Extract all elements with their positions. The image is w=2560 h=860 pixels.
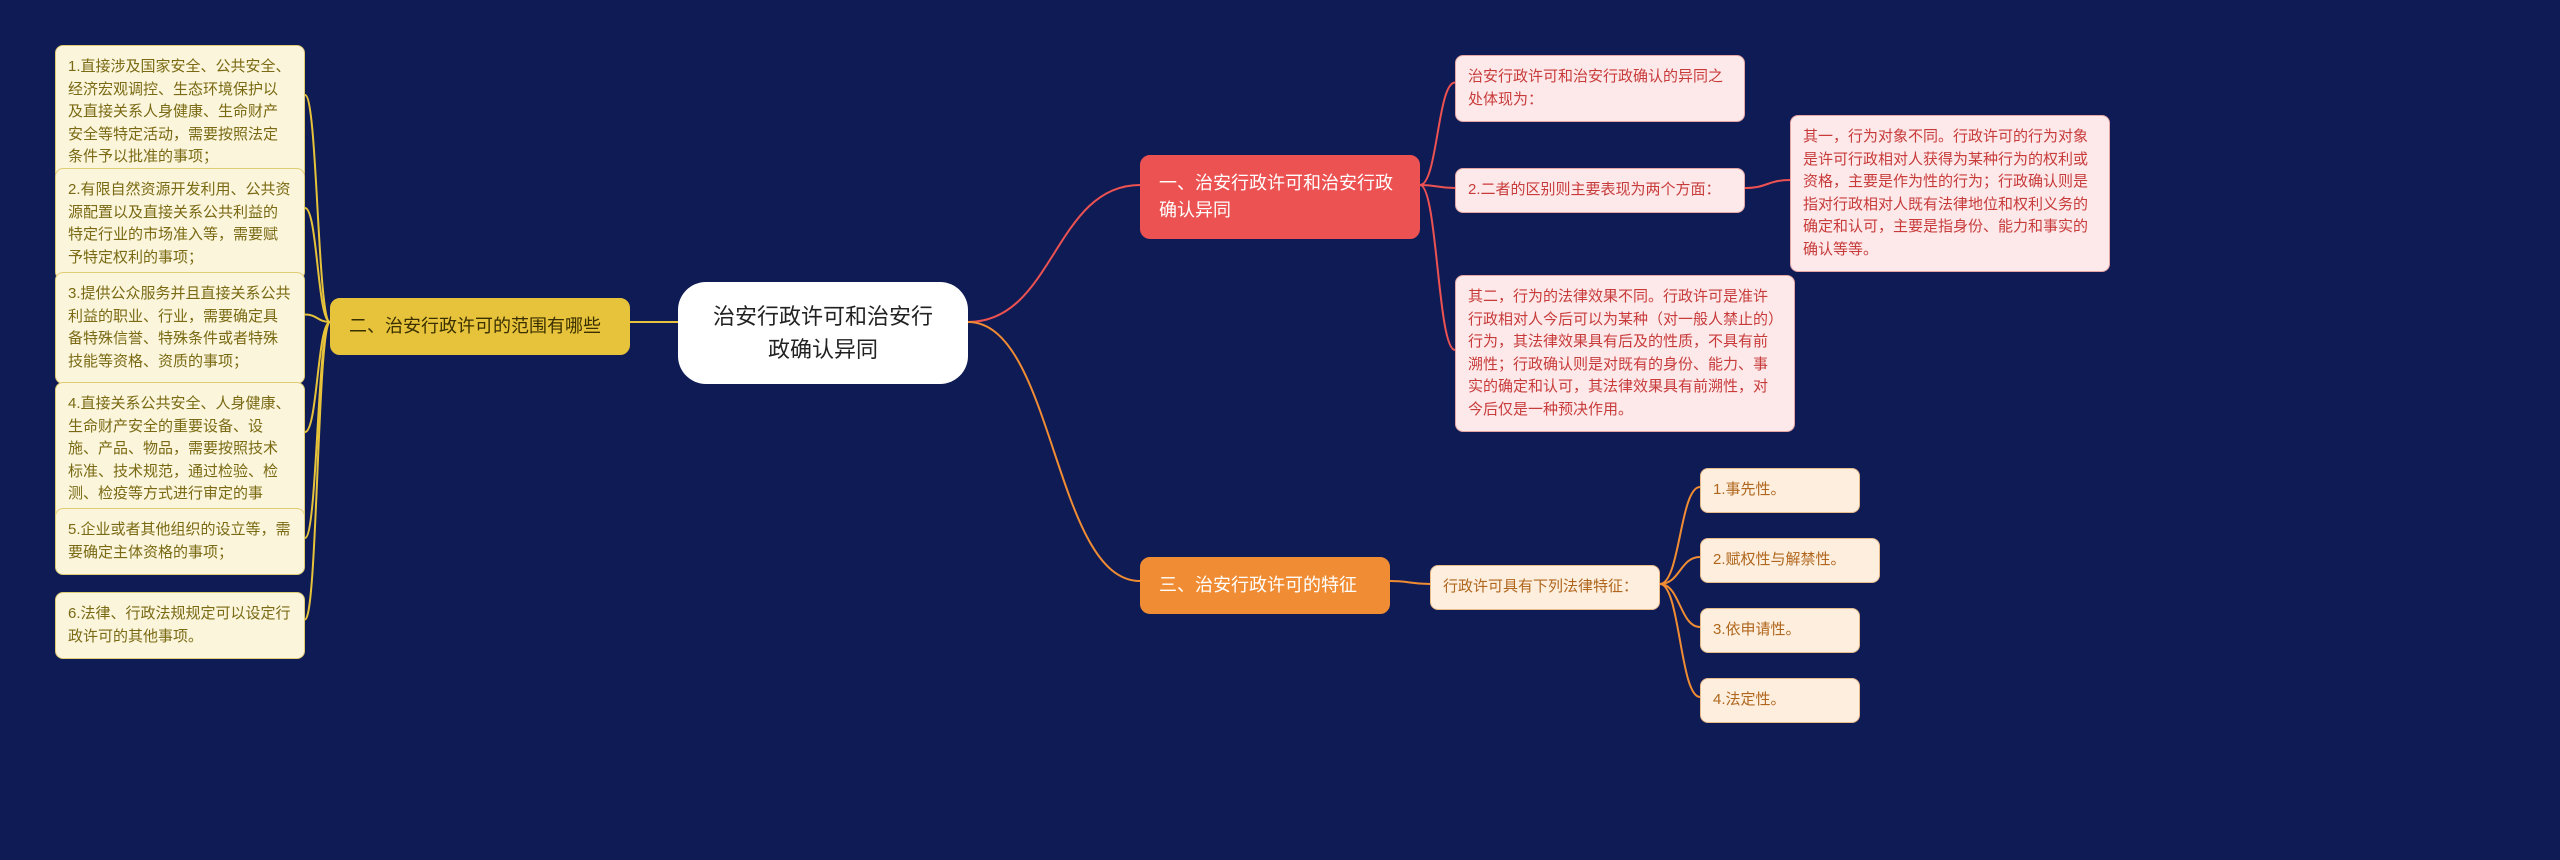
- branch-1[interactable]: 一、治安行政许可和治安行政确认异同: [1140, 155, 1420, 239]
- branch-2-leaf-6[interactable]: 6.法律、行政法规规定可以设定行政许可的其他事项。: [55, 592, 305, 659]
- branch-3-child-1[interactable]: 行政许可具有下列法律特征：: [1430, 565, 1660, 610]
- branch-2-leaf-1[interactable]: 1.直接涉及国家安全、公共安全、经济宏观调控、生态环境保护以及直接关系人身健康、…: [55, 45, 305, 180]
- mindmap-canvas: 治安行政许可和治安行政确认异同 一、治安行政许可和治安行政确认异同 治安行政许可…: [0, 0, 2560, 860]
- branch-3-leaf-2[interactable]: 2.赋权性与解禁性。: [1700, 538, 1880, 583]
- branch-2[interactable]: 二、治安行政许可的范围有哪些: [330, 298, 630, 355]
- branch-3[interactable]: 三、治安行政许可的特征: [1140, 557, 1390, 614]
- connector-layer: [0, 0, 2560, 860]
- branch-3-leaf-1[interactable]: 1.事先性。: [1700, 468, 1860, 513]
- root-node[interactable]: 治安行政许可和治安行政确认异同: [678, 282, 968, 384]
- branch-1-child-1[interactable]: 治安行政许可和治安行政确认的异同之处体现为：: [1455, 55, 1745, 122]
- branch-2-leaf-5[interactable]: 5.企业或者其他组织的设立等，需要确定主体资格的事项；: [55, 508, 305, 575]
- branch-1-child-3[interactable]: 其二，行为的法律效果不同。行政许可是准许行政相对人今后可以为某种（对一般人禁止的…: [1455, 275, 1795, 432]
- branch-3-leaf-4[interactable]: 4.法定性。: [1700, 678, 1860, 723]
- branch-2-leaf-3[interactable]: 3.提供公众服务并且直接关系公共利益的职业、行业，需要确定具备特殊信誉、特殊条件…: [55, 272, 305, 384]
- branch-3-leaf-3[interactable]: 3.依申请性。: [1700, 608, 1860, 653]
- branch-1-child-2[interactable]: 2.二者的区别则主要表现为两个方面：: [1455, 168, 1745, 213]
- branch-2-leaf-2[interactable]: 2.有限自然资源开发利用、公共资源配置以及直接关系公共利益的特定行业的市场准入等…: [55, 168, 305, 280]
- branch-1-child-2a[interactable]: 其一，行为对象不同。行政许可的行为对象是许可行政相对人获得为某种行为的权利或资格…: [1790, 115, 2110, 272]
